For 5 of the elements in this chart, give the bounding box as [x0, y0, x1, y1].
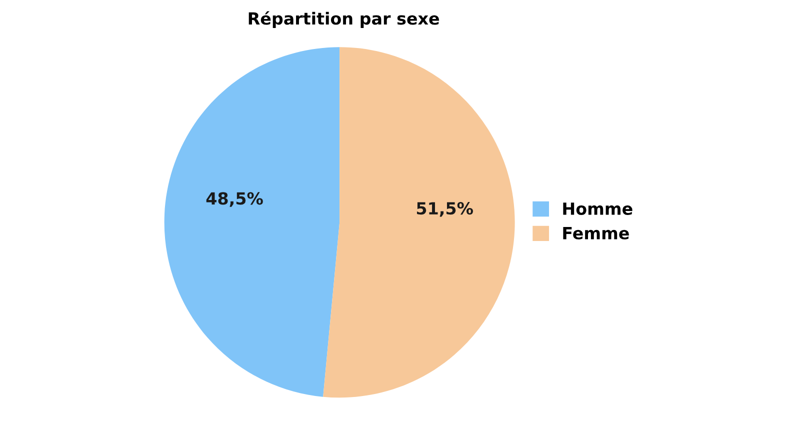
- data-label: 48,5%: [206, 192, 263, 207]
- data-label: 51,5%: [416, 202, 473, 217]
- legend-label: Femme: [563, 227, 629, 240]
- chart-title: Répartition par sexe: [248, 11, 440, 28]
- legend-label: Homme: [563, 202, 632, 215]
